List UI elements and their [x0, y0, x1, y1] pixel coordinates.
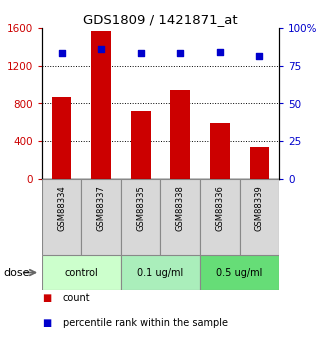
Text: ■: ■	[42, 318, 51, 328]
Bar	[249, 147, 269, 179]
Text: percentile rank within the sample: percentile rank within the sample	[63, 318, 228, 328]
Text: count: count	[63, 293, 90, 303]
Bar	[121, 255, 200, 290]
Bar	[200, 179, 240, 255]
Text: GSM88335: GSM88335	[136, 186, 145, 231]
Text: GSM88339: GSM88339	[255, 186, 264, 231]
Point	[59, 51, 64, 56]
Bar	[160, 179, 200, 255]
Bar	[200, 255, 279, 290]
Text: 0.1 ug/ml: 0.1 ug/ml	[137, 268, 184, 277]
Text: GSM88337: GSM88337	[97, 186, 106, 231]
Point	[178, 51, 183, 56]
Text: 0.5 ug/ml: 0.5 ug/ml	[216, 268, 263, 277]
Bar	[131, 111, 151, 179]
Bar	[121, 179, 160, 255]
Text: GSM88334: GSM88334	[57, 186, 66, 231]
Bar	[52, 97, 71, 179]
Bar	[210, 124, 230, 179]
Bar	[42, 179, 81, 255]
Bar	[42, 255, 121, 290]
Bar	[81, 179, 121, 255]
Bar	[170, 90, 190, 179]
Title: GDS1809 / 1421871_at: GDS1809 / 1421871_at	[83, 13, 238, 27]
Bar	[91, 31, 111, 179]
Point	[99, 46, 104, 52]
Point	[217, 49, 222, 55]
Text: GSM88336: GSM88336	[215, 186, 224, 231]
Text: ■: ■	[42, 293, 51, 303]
Bar	[240, 179, 279, 255]
Text: GSM88338: GSM88338	[176, 186, 185, 231]
Point	[138, 51, 143, 56]
Point	[257, 54, 262, 59]
Text: control: control	[65, 268, 98, 277]
Text: dose: dose	[3, 268, 30, 277]
